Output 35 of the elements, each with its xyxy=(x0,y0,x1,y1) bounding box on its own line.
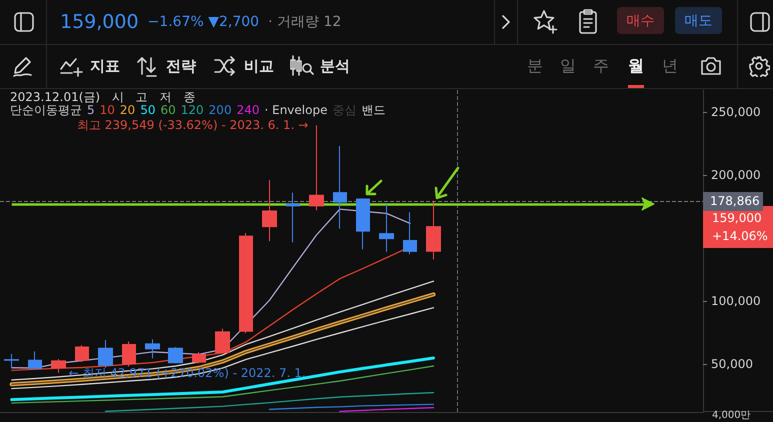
text: 60 xyxy=(160,103,176,117)
text: 20 xyxy=(120,103,136,117)
text: 전략 xyxy=(166,57,196,75)
text: 10 xyxy=(100,103,115,117)
text: 4,000만 xyxy=(712,410,751,422)
annotation: 최고 239,549 (-33.62%) - 2023. 6. 1. → xyxy=(76,118,308,132)
text: 밴드 xyxy=(361,103,386,117)
text: 지표 xyxy=(90,57,120,75)
text: 200 xyxy=(208,103,232,117)
text: 월 xyxy=(627,56,645,76)
text: 분석 xyxy=(320,57,350,75)
text: 분 xyxy=(526,56,544,76)
text: 비교 xyxy=(244,57,274,75)
chart-subtitle: −1.67% ▼2,700 xyxy=(148,14,260,30)
text: 5 xyxy=(87,103,95,117)
text: 주 xyxy=(592,56,610,76)
text: 178,866 xyxy=(703,192,763,211)
y-tick-label: 50,000 xyxy=(711,357,753,371)
text: 년 xyxy=(661,56,679,76)
y-tick-label: 200,000 xyxy=(711,168,761,182)
text: +14.06% xyxy=(712,228,768,243)
annotation: 2023.12.01(금) 시 고 저 종 xyxy=(10,90,196,104)
y-tick-label: 250,000 xyxy=(711,105,761,120)
y-tick-label: 100,000 xyxy=(711,294,761,308)
text: 50 xyxy=(140,103,156,117)
text: 240 xyxy=(236,103,260,117)
legend-title: 단순이동평균 xyxy=(10,103,82,117)
button: 매수 xyxy=(617,7,664,34)
chart-title: 159,000 xyxy=(60,11,139,33)
annotation: · Envelope xyxy=(264,103,328,117)
button: 매도 xyxy=(675,7,722,34)
text: 159,000 xyxy=(712,210,762,225)
text: 120 xyxy=(180,103,204,117)
text: 일 xyxy=(559,56,577,76)
text: · 거래량 12 xyxy=(268,13,342,31)
